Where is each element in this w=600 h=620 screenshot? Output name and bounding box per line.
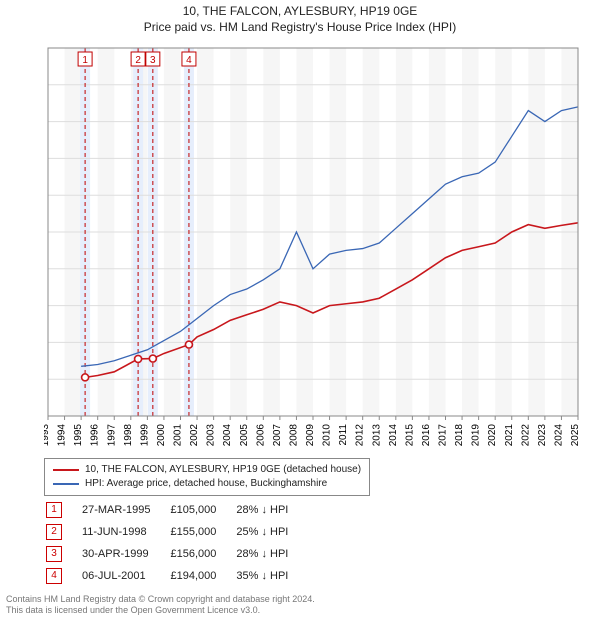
sale-delta: 28% ↓ HPI: [236, 544, 306, 564]
footer-line: This data is licensed under the Open Gov…: [6, 605, 315, 616]
footer-line: Contains HM Land Registry data © Crown c…: [6, 594, 315, 605]
svg-text:2024: 2024: [553, 424, 564, 447]
table-row: 4 06-JUL-2001£194,00035% ↓ HPI: [46, 566, 306, 586]
sale-date: 30-APR-1999: [82, 544, 168, 564]
svg-text:2003: 2003: [206, 424, 217, 447]
sale-index-box: 4: [46, 568, 62, 584]
sale-price: £156,000: [170, 544, 234, 564]
svg-text:1996: 1996: [90, 424, 101, 447]
price-chart: £0£100K£200K£300K£400K£500K£600K£700K£80…: [44, 46, 584, 456]
svg-text:2: 2: [135, 55, 141, 66]
svg-text:1: 1: [82, 55, 88, 66]
svg-text:1994: 1994: [57, 424, 68, 447]
svg-text:2013: 2013: [371, 424, 382, 447]
svg-text:1999: 1999: [139, 424, 150, 447]
sale-date: 27-MAR-1995: [82, 500, 168, 520]
svg-text:2002: 2002: [189, 424, 200, 447]
svg-text:2010: 2010: [322, 424, 333, 447]
chart-legend: 10, THE FALCON, AYLESBURY, HP19 0GE (det…: [44, 458, 370, 496]
svg-text:2007: 2007: [272, 424, 283, 447]
svg-text:2017: 2017: [438, 424, 449, 447]
svg-text:1998: 1998: [123, 424, 134, 447]
sale-index-box: 2: [46, 524, 62, 540]
svg-text:2009: 2009: [305, 424, 316, 447]
table-row: 3 30-APR-1999£156,00028% ↓ HPI: [46, 544, 306, 564]
table-row: 2 11-JUN-1998£155,00025% ↓ HPI: [46, 522, 306, 542]
svg-text:2016: 2016: [421, 424, 432, 447]
svg-text:4: 4: [186, 55, 192, 66]
svg-text:1993: 1993: [44, 424, 51, 447]
sale-delta: 35% ↓ HPI: [236, 566, 306, 586]
svg-text:2012: 2012: [355, 424, 366, 447]
footer-attribution: Contains HM Land Registry data © Crown c…: [6, 594, 315, 617]
sale-index-box: 3: [46, 546, 62, 562]
svg-text:2021: 2021: [504, 424, 515, 447]
svg-text:2018: 2018: [454, 424, 465, 447]
sale-date: 11-JUN-1998: [82, 522, 168, 542]
sale-delta: 28% ↓ HPI: [236, 500, 306, 520]
svg-text:2025: 2025: [570, 424, 581, 447]
svg-text:2004: 2004: [222, 424, 233, 447]
svg-text:2000: 2000: [156, 424, 167, 447]
svg-text:2020: 2020: [487, 424, 498, 447]
sale-price: £155,000: [170, 522, 234, 542]
sale-index-box: 1: [46, 502, 62, 518]
sale-price: £105,000: [170, 500, 234, 520]
svg-text:2014: 2014: [388, 424, 399, 447]
svg-text:2006: 2006: [255, 424, 266, 447]
svg-text:2008: 2008: [288, 424, 299, 447]
legend-label: HPI: Average price, detached house, Buck…: [85, 477, 327, 491]
chart-title-sub: Price paid vs. HM Land Registry's House …: [0, 20, 600, 34]
chart-title-address: 10, THE FALCON, AYLESBURY, HP19 0GE: [0, 4, 600, 18]
svg-text:2015: 2015: [404, 424, 415, 447]
legend-item: 10, THE FALCON, AYLESBURY, HP19 0GE (det…: [53, 463, 361, 477]
svg-text:2023: 2023: [537, 424, 548, 447]
sale-delta: 25% ↓ HPI: [236, 522, 306, 542]
svg-text:2005: 2005: [239, 424, 250, 447]
sales-table: 127-MAR-1995£105,00028% ↓ HPI211-JUN-199…: [44, 498, 308, 588]
table-row: 1 27-MAR-1995£105,00028% ↓ HPI: [46, 500, 306, 520]
svg-text:2022: 2022: [520, 424, 531, 447]
sale-price: £194,000: [170, 566, 234, 586]
legend-item: HPI: Average price, detached house, Buck…: [53, 477, 361, 491]
svg-text:2019: 2019: [471, 424, 482, 447]
svg-text:1995: 1995: [73, 424, 84, 447]
svg-text:3: 3: [150, 55, 156, 66]
svg-text:1997: 1997: [106, 424, 117, 447]
legend-label: 10, THE FALCON, AYLESBURY, HP19 0GE (det…: [85, 463, 361, 477]
sale-date: 06-JUL-2001: [82, 566, 168, 586]
svg-text:2011: 2011: [338, 424, 349, 446]
svg-text:2001: 2001: [173, 424, 184, 447]
